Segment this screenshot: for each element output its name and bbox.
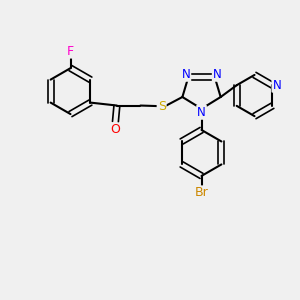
Text: O: O bbox=[110, 124, 120, 136]
Text: N: N bbox=[182, 68, 190, 81]
Text: N: N bbox=[272, 79, 281, 92]
Text: N: N bbox=[213, 68, 221, 81]
Text: S: S bbox=[158, 100, 166, 112]
Text: Br: Br bbox=[195, 187, 208, 200]
Text: F: F bbox=[67, 45, 74, 58]
Text: N: N bbox=[197, 106, 206, 119]
